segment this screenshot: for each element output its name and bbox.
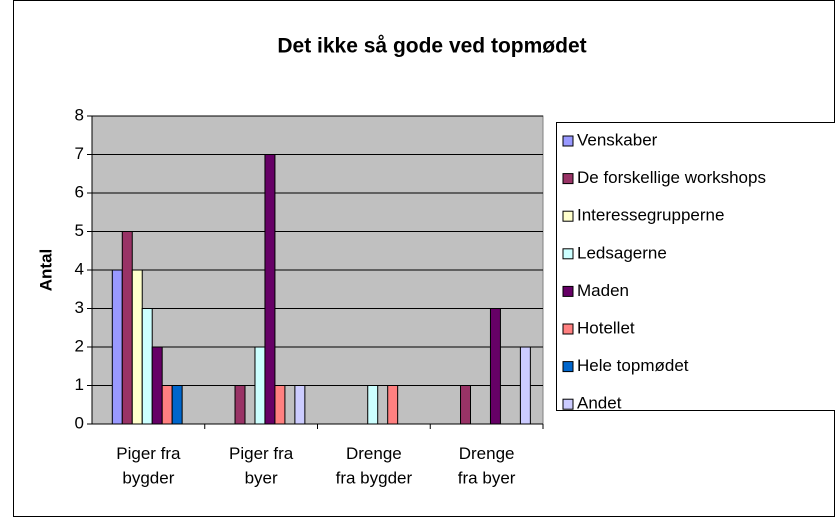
bar (264, 154, 276, 425)
y-tick-label: 6 (75, 182, 84, 201)
bar (367, 385, 379, 425)
x-tick-label: Piger fra byer (229, 444, 294, 488)
legend-label: Interessegrupperne (577, 206, 724, 225)
bar (387, 385, 399, 425)
legend-swatch (562, 323, 574, 335)
legend-label: Hele topmødet (577, 356, 689, 375)
y-tick-label: 1 (75, 375, 84, 394)
y-tick-label: 7 (75, 144, 84, 163)
bar (519, 346, 531, 425)
bar (171, 385, 183, 425)
legend-swatch (562, 135, 574, 147)
bar (294, 385, 306, 425)
bar (460, 385, 472, 425)
y-tick-label: 5 (75, 221, 84, 240)
bar (151, 346, 163, 425)
y-tick-label: 4 (75, 259, 84, 278)
legend-label: Andet (577, 394, 622, 413)
y-tick-label: 3 (75, 298, 84, 317)
bar (254, 346, 266, 425)
legend-swatch (562, 173, 574, 185)
legend-swatch (562, 398, 574, 410)
chart-title: Det ikke så gode ved topmødet (277, 35, 586, 58)
legend-label: Ledsagerne (577, 243, 667, 262)
bar (489, 308, 501, 425)
bar (234, 385, 246, 425)
legend-label: De forskellige workshops (577, 168, 766, 187)
x-tick-label: Piger fra bygder (116, 444, 181, 488)
legend-swatch (562, 248, 574, 260)
legend-swatch (562, 285, 574, 297)
bar (121, 231, 133, 425)
y-tick-label: 2 (75, 336, 84, 355)
legend-label: Hotellet (577, 318, 635, 337)
bar (131, 269, 143, 425)
y-tick-label: 0 (75, 413, 84, 432)
bar (141, 308, 153, 425)
bar (161, 385, 173, 425)
bar (111, 269, 123, 425)
x-tick-label: Drenge fra byer (458, 444, 516, 488)
legend-swatch (562, 210, 574, 222)
y-axis-label: Antal (36, 249, 55, 292)
y-tick-label: 8 (75, 105, 84, 124)
legend-box (556, 122, 835, 411)
x-tick-label: Drenge fra bygder (336, 444, 413, 488)
legend-label: Venskaber (577, 130, 658, 149)
bar (274, 385, 286, 425)
legend-label: Maden (577, 281, 629, 300)
legend-swatch (562, 361, 574, 373)
